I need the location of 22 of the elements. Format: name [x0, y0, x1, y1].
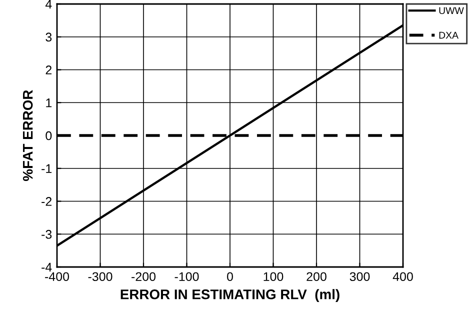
- y-tick-label: 4: [45, 0, 52, 9]
- y-tick-label: 2: [46, 66, 52, 74]
- x-axis-title: ERROR IN ESTIMATING RLV (ml): [120, 289, 340, 302]
- x-tick-label: 400: [392, 272, 413, 282]
- y-tick-label: -3: [42, 230, 52, 239]
- legend-label: DXA: [439, 32, 459, 39]
- y-tick-label: 3: [46, 32, 52, 42]
- y-tick-label: -1: [42, 164, 52, 173]
- x-tick-label: -200: [132, 272, 156, 282]
- legend-label: UWW: [439, 7, 464, 14]
- x-tick-label: 100: [264, 272, 284, 282]
- x-tick-label: 300: [350, 272, 370, 282]
- y-tick-label: -4: [42, 262, 52, 272]
- y-axis-title: %FAT ERROR: [22, 90, 33, 181]
- y-tick-label: -2: [42, 197, 52, 206]
- y-tick-label: 1: [46, 98, 52, 108]
- x-tick-label: 200: [306, 272, 326, 282]
- x-tick-label: -300: [88, 272, 112, 282]
- x-tick-label: -100: [174, 272, 199, 282]
- x-tick-label: -400: [45, 272, 70, 282]
- x-tick-label: 0: [227, 272, 233, 282]
- y-tick-label: 0: [46, 131, 52, 140]
